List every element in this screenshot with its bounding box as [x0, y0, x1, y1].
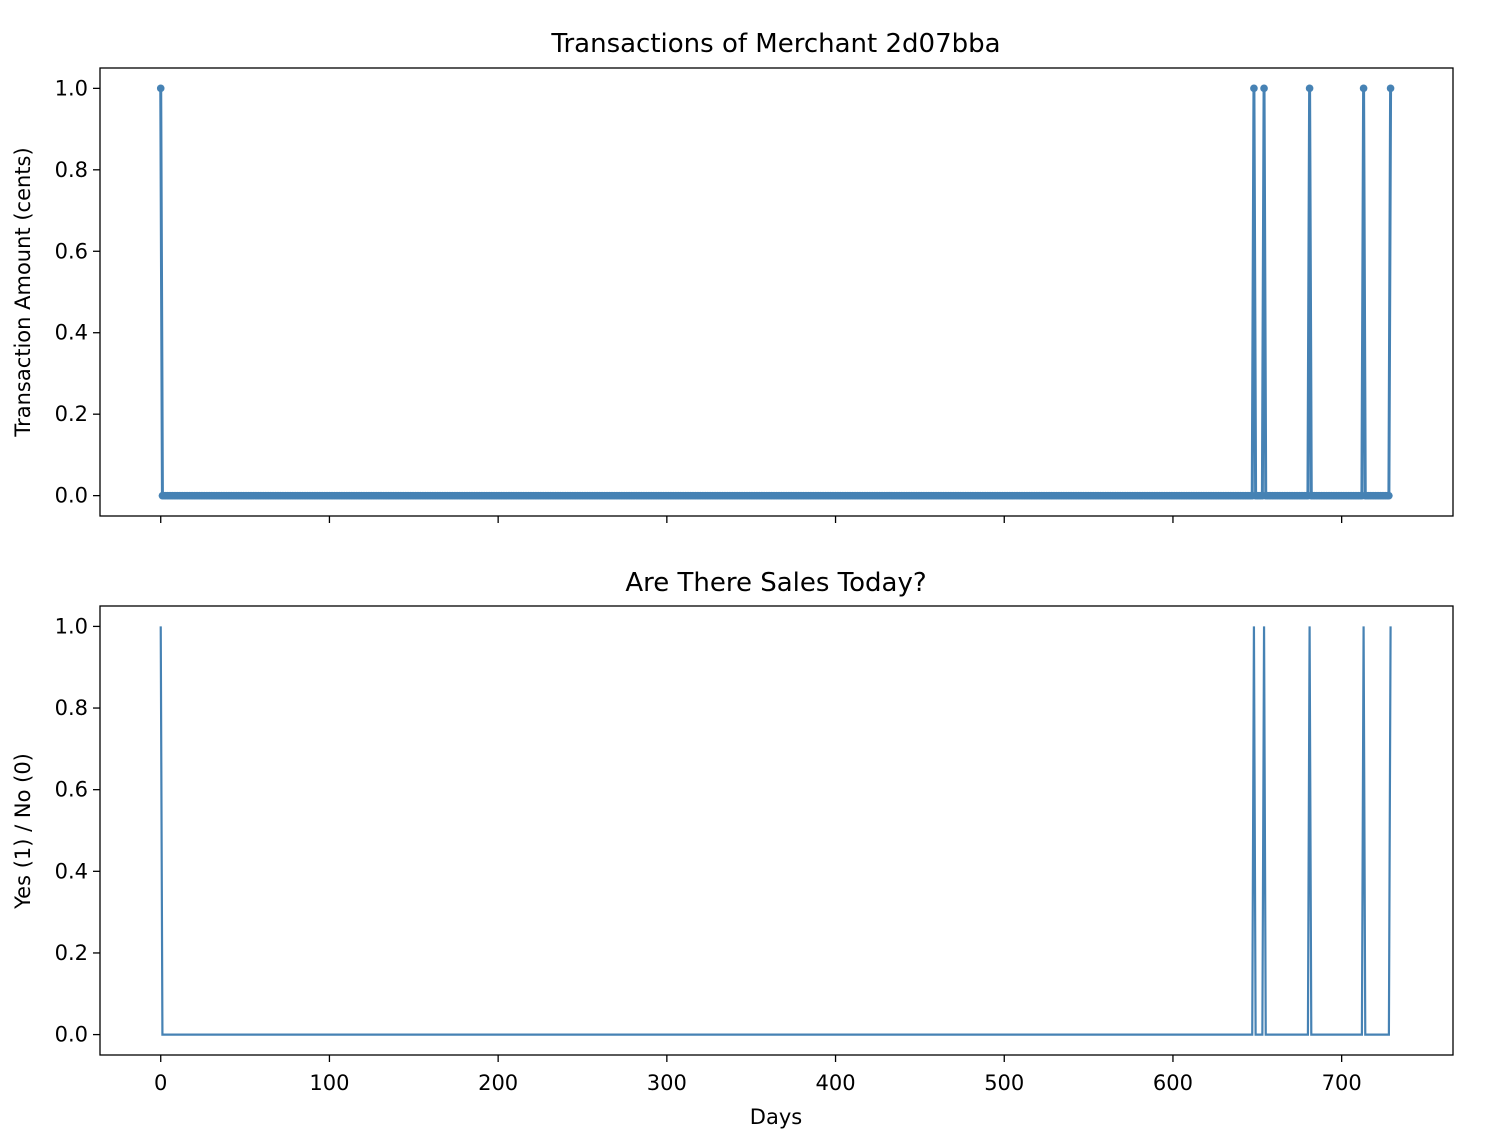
- y-tick-label: 0.4: [55, 321, 88, 345]
- y-tick-label: 0.2: [55, 402, 88, 426]
- y-tick-label: 0.4: [55, 859, 88, 883]
- y-tick-label: 1.0: [55, 76, 88, 100]
- x-tick-label: 600: [1153, 1071, 1193, 1095]
- y-axis-label: Transaction Amount (cents): [11, 147, 35, 437]
- data-point: [1305, 84, 1314, 93]
- x-tick-label: 300: [647, 1071, 687, 1095]
- panel-transactions: Transactions of Merchant 2d07bba Transac…: [11, 29, 1454, 523]
- chart-title: Transactions of Merchant 2d07bba: [550, 29, 1000, 59]
- data-point: [1386, 84, 1395, 93]
- y-tick-label: 0.2: [55, 941, 88, 965]
- data-point: [1359, 84, 1368, 93]
- axes-frame: [99, 605, 1454, 1056]
- x-tick-label: 200: [478, 1071, 518, 1095]
- y-axis-label: Yes (1) / No (0): [11, 753, 35, 910]
- x-tick-label: 500: [984, 1071, 1024, 1095]
- chart-title: Are There Sales Today?: [625, 568, 926, 598]
- y-tick-label: 0.8: [55, 696, 88, 720]
- x-tick-label: 400: [815, 1071, 855, 1095]
- axes-frame: [99, 67, 1454, 517]
- x-tick-label: 100: [309, 1071, 349, 1095]
- y-tick-label: 1.0: [55, 614, 88, 638]
- series-line: [159, 88, 1393, 498]
- data-point: [156, 84, 165, 93]
- y-tick-label: 0.6: [55, 239, 88, 263]
- panel-sales-indicator: Are There Sales Today? Yes (1) / No (0) …: [11, 568, 1454, 1129]
- plot-area: 0.0 0.2 0.4 0.6 0.8 1.0: [55, 67, 1454, 523]
- series-line: [159, 626, 1392, 1036]
- data-point: [1250, 84, 1258, 93]
- plot-area: 0.0 0.2 0.4 0.6 0.8 1.0 0 100 200 300 400 500 600 700: [55, 605, 1454, 1095]
- x-axis-label: Days: [750, 1105, 802, 1129]
- x-tick-label: 0: [154, 1071, 167, 1095]
- y-tick-label: 0.0: [55, 1023, 88, 1047]
- y-tick-label: 0.0: [55, 484, 88, 508]
- y-tick-label: 0.8: [55, 158, 88, 182]
- y-tick-label: 0.6: [55, 778, 88, 802]
- x-tick-label: 700: [1322, 1071, 1362, 1095]
- data-point: [1260, 84, 1268, 93]
- data-point: [1385, 491, 1393, 500]
